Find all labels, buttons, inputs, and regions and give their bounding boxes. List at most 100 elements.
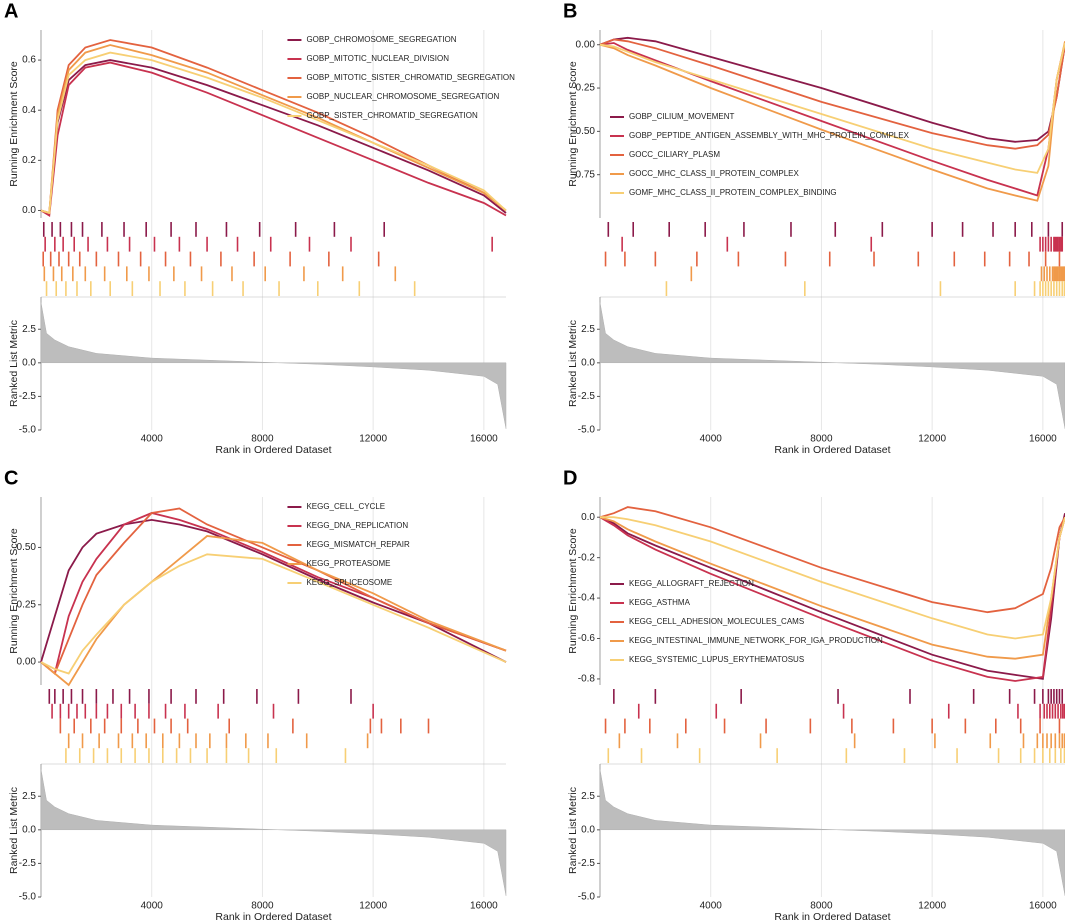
y-tick-label: 0.00 [17, 657, 37, 668]
x-tick-label: 4000 [141, 901, 164, 912]
legend-label: GOBP_MITOTIC_SISTER_CHROMATID_SEGREGATIO… [306, 73, 515, 82]
enrichment-line [599, 41, 1065, 202]
x-tick-label: 12000 [359, 434, 387, 445]
x-tick-label: 4000 [141, 434, 164, 445]
y-tick-label: -0.75 [572, 169, 595, 180]
y-tick-label: 0.4 [22, 105, 36, 116]
y-tick-label: 0.00 [576, 39, 596, 50]
y-tick-label: 0.0 [22, 357, 36, 368]
panel-label: D [563, 467, 577, 489]
x-tick-label: 8000 [251, 434, 274, 445]
x-axis-label: Rank in Ordered Dataset [774, 444, 890, 456]
y-tick-label: -0.25 [572, 83, 595, 94]
y-axis-label: Running Enrichment Score [8, 61, 20, 187]
metric-y-label: Ranked List Metric [567, 787, 579, 874]
enrichment-line [40, 39, 507, 215]
legend-label: GOBP_CHROMOSOME_SEGREGATION [306, 35, 456, 44]
legend-label: KEGG_PROTEASOME [306, 559, 390, 568]
enrichment-line [40, 535, 507, 687]
y-tick-label: 0.25 [17, 599, 37, 610]
x-tick-label: 4000 [700, 434, 723, 445]
legend-label: GOBP_CILIUM_MOVEMENT [629, 112, 734, 121]
x-tick-label: 8000 [810, 434, 833, 445]
panel: A 4000 8000 12000 16000 Rank in Ordered Datas… [4, 0, 515, 456]
y-tick-label: -0.8 [578, 674, 596, 685]
legend-label: GOBP_NUCLEAR_CHROMOSOME_SEGREGATION [306, 92, 499, 101]
y-tick-label: -5.0 [578, 892, 596, 903]
legend-label: GOMF_MHC_CLASS_II_PROTEIN_COMPLEX_BINDIN… [629, 188, 837, 197]
metric-y-label: Ranked List Metric [8, 787, 20, 874]
enrichment-line [40, 59, 507, 215]
panel-label: A [4, 0, 18, 22]
y-tick-label: 0.0 [581, 824, 595, 835]
panel: C 4000 8000 12000 16000 Rank in Ordered Datas… [4, 467, 507, 923]
enrichment-line [599, 42, 1065, 174]
x-tick-label: 8000 [251, 901, 274, 912]
legend-label: GOCC_MHC_CLASS_II_PROTEIN_COMPLEX [629, 169, 799, 178]
x-axis-label: Rank in Ordered Dataset [215, 444, 331, 456]
enrichment-line [599, 516, 1065, 682]
metric-y-label: Ranked List Metric [567, 320, 579, 407]
x-axis-label: Rank in Ordered Dataset [774, 911, 890, 923]
legend-label: KEGG_CELL_ADHESION_MOLECULES_CAMS [629, 617, 804, 626]
y-tick-label: -5.0 [19, 425, 37, 436]
enrichment-line [599, 38, 1065, 150]
metric-area [40, 769, 507, 896]
y-tick-label: 0.0 [22, 824, 36, 835]
y-tick-label: -5.0 [578, 425, 596, 436]
metric-area [599, 302, 1065, 429]
y-axis-label: Running Enrichment Score [567, 528, 579, 654]
y-tick-label: -5.0 [19, 892, 37, 903]
x-axis-label: Rank in Ordered Dataset [215, 911, 331, 923]
y-tick-label: -0.50 [572, 126, 595, 137]
y-tick-label: -2.5 [19, 391, 37, 402]
enrichment-line [40, 553, 507, 675]
legend-label: KEGG_MISMATCH_REPAIR [306, 540, 410, 549]
legend-label: KEGG_ALLOGRAFT_REJECTION [629, 579, 754, 588]
y-tick-label: 0.0 [22, 205, 36, 216]
x-tick-label: 16000 [470, 901, 498, 912]
y-tick-label: 0.2 [22, 155, 36, 166]
y-axis-label: Running Enrichment Score [567, 61, 579, 187]
panel-label: C [4, 467, 18, 489]
legend-label: KEGG_SPLICEOSOME [306, 578, 392, 587]
panel-label: B [563, 0, 577, 22]
x-tick-label: 8000 [810, 901, 833, 912]
enrichment-line [40, 61, 507, 218]
y-tick-label: 2.5 [581, 324, 595, 335]
x-tick-label: 12000 [918, 901, 946, 912]
enrichment-line [40, 518, 507, 663]
metric-area [599, 769, 1065, 896]
enrichment-line [40, 44, 507, 215]
legend-label: KEGG_ASTHMA [629, 598, 691, 607]
y-tick-label: 0.0 [581, 357, 595, 368]
y-tick-label: -0.6 [578, 633, 596, 644]
y-tick-label: -2.5 [19, 858, 37, 869]
legend-label: KEGG_INTESTINAL_IMMUNE_NETWORK_FOR_IGA_P… [629, 636, 883, 645]
metric-area [40, 302, 507, 429]
x-tick-label: 16000 [1029, 901, 1057, 912]
x-tick-label: 16000 [470, 434, 498, 445]
x-tick-label: 4000 [700, 901, 723, 912]
y-tick-label: -0.2 [578, 552, 596, 563]
y-tick-label: 2.5 [22, 324, 36, 335]
enrichment-line [40, 507, 507, 675]
y-tick-label: 0.6 [22, 55, 36, 66]
x-tick-label: 12000 [918, 434, 946, 445]
enrichment-line [40, 512, 507, 676]
legend-label: GOBP_SISTER_CHROMATID_SEGREGATION [306, 111, 478, 120]
y-tick-label: 0.0 [581, 512, 595, 523]
y-tick-label: 2.5 [581, 791, 595, 802]
enrichment-line [599, 506, 1065, 614]
legend-label: GOBP_MITOTIC_NUCLEAR_DIVISION [306, 54, 449, 63]
enrichment-line [600, 516, 1065, 640]
x-tick-label: 12000 [359, 901, 387, 912]
y-tick-label: -2.5 [578, 391, 596, 402]
panel: B 4000 8000 12000 16000 Rank in Ordered Datas… [563, 0, 1065, 456]
y-axis-label: Running Enrichment Score [8, 528, 20, 654]
enrichment-line [599, 513, 1065, 680]
y-tick-label: -0.4 [578, 593, 596, 604]
y-tick-label: 0.50 [17, 542, 37, 553]
x-tick-label: 16000 [1029, 434, 1057, 445]
